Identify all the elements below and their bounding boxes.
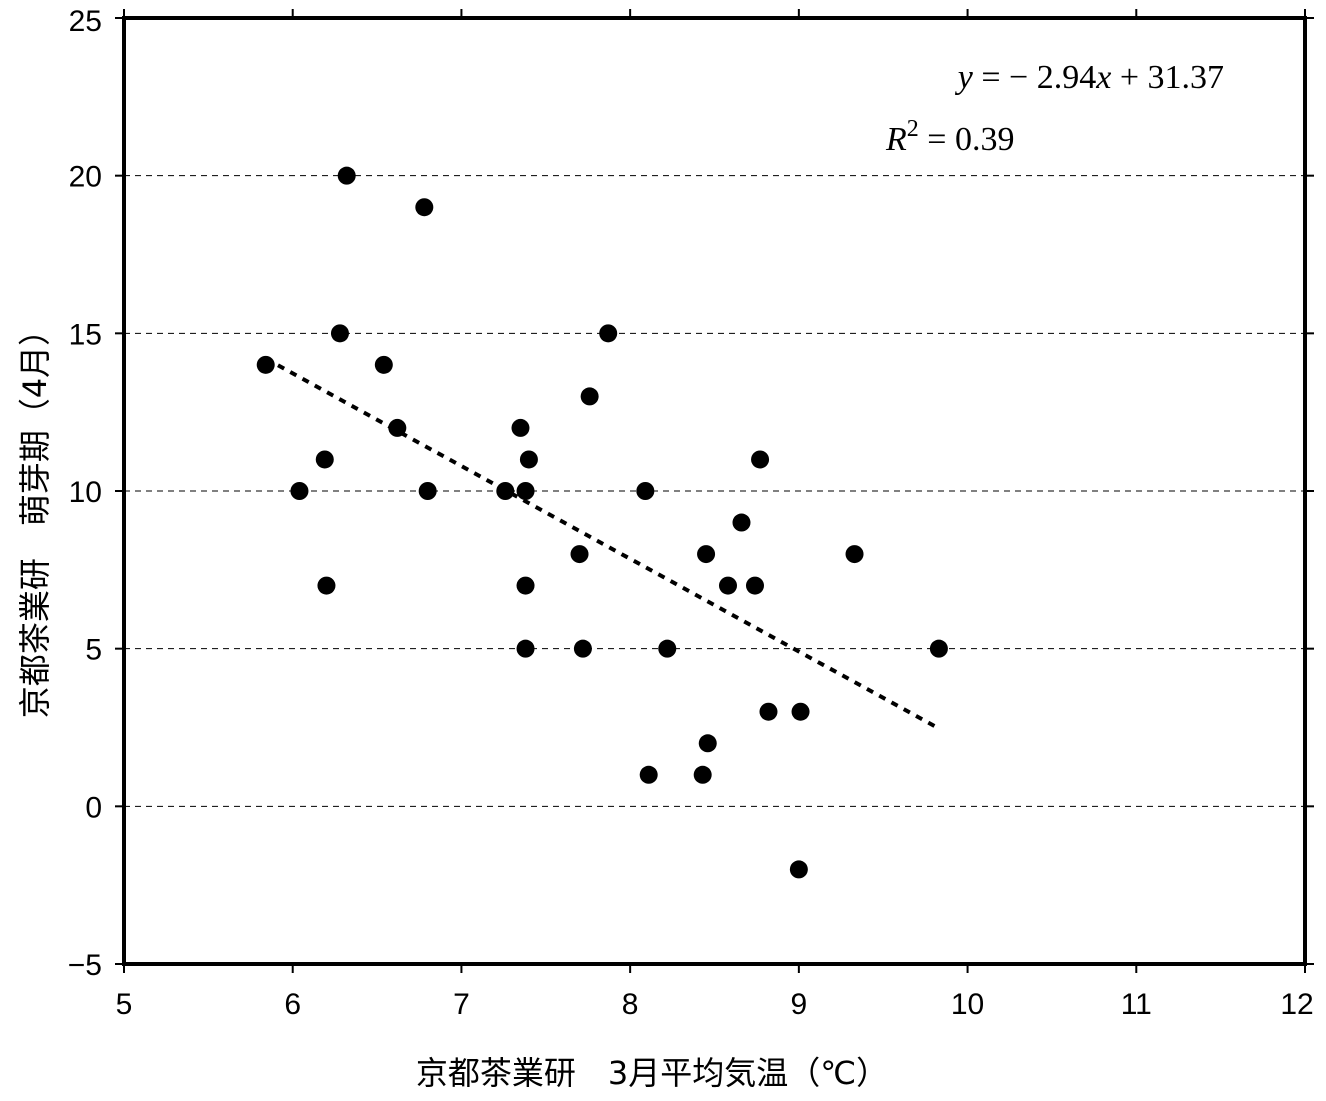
data-point bbox=[415, 198, 434, 217]
y-tick-label: −5 bbox=[68, 949, 102, 982]
y-tick-label: 0 bbox=[85, 791, 102, 824]
data-point bbox=[256, 355, 275, 374]
data-point bbox=[374, 355, 393, 374]
data-point bbox=[929, 639, 948, 658]
data-point bbox=[317, 576, 336, 595]
data-point bbox=[516, 482, 535, 500]
data-point bbox=[639, 765, 658, 784]
grid-lines bbox=[124, 175, 1305, 807]
data-point bbox=[599, 324, 618, 343]
y-tick-label: 25 bbox=[69, 5, 102, 38]
x-tick-label: 7 bbox=[453, 988, 470, 1021]
data-point bbox=[330, 324, 349, 343]
data-point bbox=[759, 702, 778, 721]
data-point bbox=[732, 513, 751, 532]
data-point bbox=[693, 765, 712, 784]
data-point bbox=[580, 387, 599, 406]
data-point bbox=[636, 482, 655, 500]
y-tick-label: 10 bbox=[69, 476, 102, 509]
x-tick-label: 8 bbox=[622, 988, 639, 1021]
data-point bbox=[337, 166, 356, 185]
data-point bbox=[290, 482, 309, 500]
x-axis-label: 京都茶業研 3月平均気温（℃） bbox=[416, 1054, 888, 1092]
data-point bbox=[519, 450, 538, 469]
data-point bbox=[516, 576, 535, 595]
data-point bbox=[496, 482, 515, 500]
x-tick-label: 5 bbox=[116, 988, 133, 1021]
data-point bbox=[698, 734, 717, 753]
regression-line bbox=[264, 356, 940, 731]
plot-frame bbox=[122, 16, 1307, 966]
data-point bbox=[388, 418, 407, 437]
data-point bbox=[315, 450, 334, 469]
data-point bbox=[791, 702, 810, 721]
regression-equation: y = − 2.94x + 31.37 bbox=[955, 59, 1224, 96]
x-tick-label: 12 bbox=[1280, 988, 1313, 1021]
data-point bbox=[745, 576, 764, 595]
y-tick-label: 15 bbox=[69, 318, 102, 351]
data-point bbox=[697, 545, 716, 564]
y-tick-labels: −5 0 5 10 15 20 25 bbox=[68, 5, 102, 982]
r-squared: R2 = 0.39 bbox=[885, 116, 1014, 158]
data-point bbox=[845, 545, 864, 564]
y-axis-label: 京都茶業研 萌芽期（4月） bbox=[16, 314, 54, 718]
y-tick-label: 5 bbox=[85, 634, 102, 667]
data-point bbox=[570, 545, 589, 564]
data-point bbox=[789, 860, 808, 879]
data-point bbox=[511, 418, 530, 437]
y-tick-label: 20 bbox=[69, 161, 102, 194]
data-point bbox=[516, 639, 535, 658]
data-point bbox=[573, 639, 592, 658]
data-points bbox=[256, 166, 948, 879]
data-point bbox=[718, 576, 737, 595]
x-tick-label: 10 bbox=[951, 988, 984, 1021]
x-tick-label: 11 bbox=[1121, 988, 1152, 1021]
x-tick-labels: 5 6 7 8 9 10 11 12 bbox=[116, 988, 1314, 1021]
data-point bbox=[751, 450, 770, 469]
x-tick-label: 9 bbox=[791, 988, 808, 1021]
data-point bbox=[418, 482, 437, 500]
data-point bbox=[658, 639, 677, 658]
x-tick-label: 6 bbox=[284, 988, 301, 1021]
